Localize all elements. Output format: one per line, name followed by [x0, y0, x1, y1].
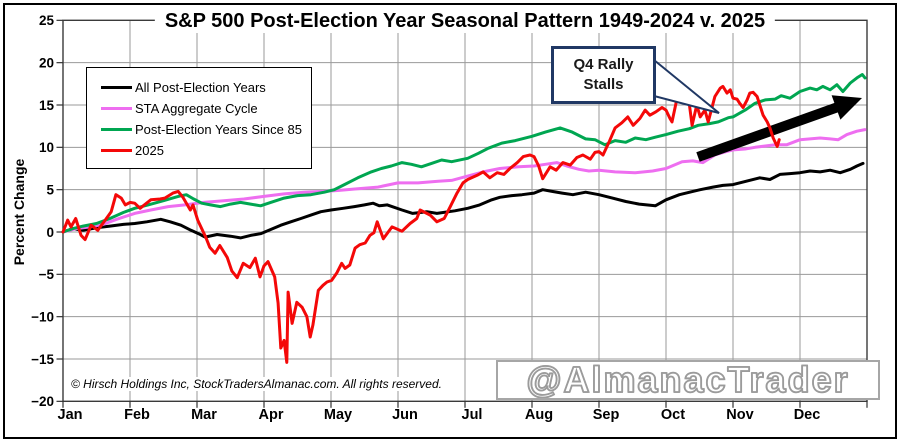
legend-box: All Post-Election Years STA Aggregate Cy… [86, 67, 312, 169]
legend-item: Post-Election Years Since 85 [101, 119, 302, 140]
callout-text-line2: Stalls [583, 76, 624, 93]
y-tick-label: 15 [39, 98, 55, 113]
legend-item: 2025 [101, 140, 301, 161]
legend-item: STA Aggregate Cycle [101, 98, 301, 119]
legend-label: 2025 [135, 143, 164, 158]
x-month-label: May [324, 407, 352, 423]
x-month-label: Aug [525, 407, 553, 423]
trend-arrow-head [831, 95, 862, 120]
x-month-label: Jul [462, 407, 483, 423]
y-tick-label: 10 [39, 140, 54, 155]
series-line-all-post-election-years [61, 161, 865, 240]
almanactrader-watermark: @AlmanacTrader [496, 360, 880, 400]
x-month-label: Oct [661, 407, 685, 423]
legend-swatch-black [101, 85, 132, 90]
trend-arrow-shaft [696, 102, 840, 162]
x-month-label: Feb [124, 407, 150, 423]
y-tick-label: −20 [31, 394, 54, 409]
x-month-label: Mar [191, 407, 217, 423]
y-tick-label: −5 [39, 267, 55, 282]
x-month-label: Apr [259, 407, 284, 423]
legend-label: All Post-Election Years [135, 80, 266, 95]
legend-swatch-red [101, 148, 132, 153]
y-tick-label: 20 [39, 55, 54, 70]
series-line-2025 [61, 84, 781, 364]
legend-swatch-magenta [101, 106, 132, 111]
legend-swatch-green [101, 127, 132, 132]
y-tick-label: 0 [46, 225, 54, 240]
legend-label: Post-Election Years Since 85 [135, 122, 302, 137]
y-tick-label: −10 [31, 309, 54, 324]
y-tick-label: 25 [39, 13, 55, 28]
callout-text-line1: Q4 Rally [573, 55, 634, 73]
x-month-label: Jan [58, 407, 83, 423]
y-tick-label: 5 [46, 182, 54, 197]
legend-item: All Post-Election Years [101, 77, 301, 98]
legend-label: STA Aggregate Cycle [135, 101, 258, 116]
x-month-label: Sep [593, 407, 620, 423]
q4-rally-callout: Q4 Rally Stalls [551, 46, 656, 104]
x-month-label: Jun [392, 407, 418, 423]
x-month-label: Nov [726, 407, 753, 423]
y-tick-label: −15 [31, 352, 54, 367]
series-line-post-election-years-since-85 [61, 73, 867, 234]
x-month-label: Dec [794, 407, 821, 423]
chart-title: S&P 500 Post-Election Year Seasonal Patt… [154, 10, 776, 33]
y-axis-title: Percent Change [11, 158, 27, 266]
copyright-note: © Hirsch Holdings Inc, StockTradersAlman… [66, 377, 447, 391]
